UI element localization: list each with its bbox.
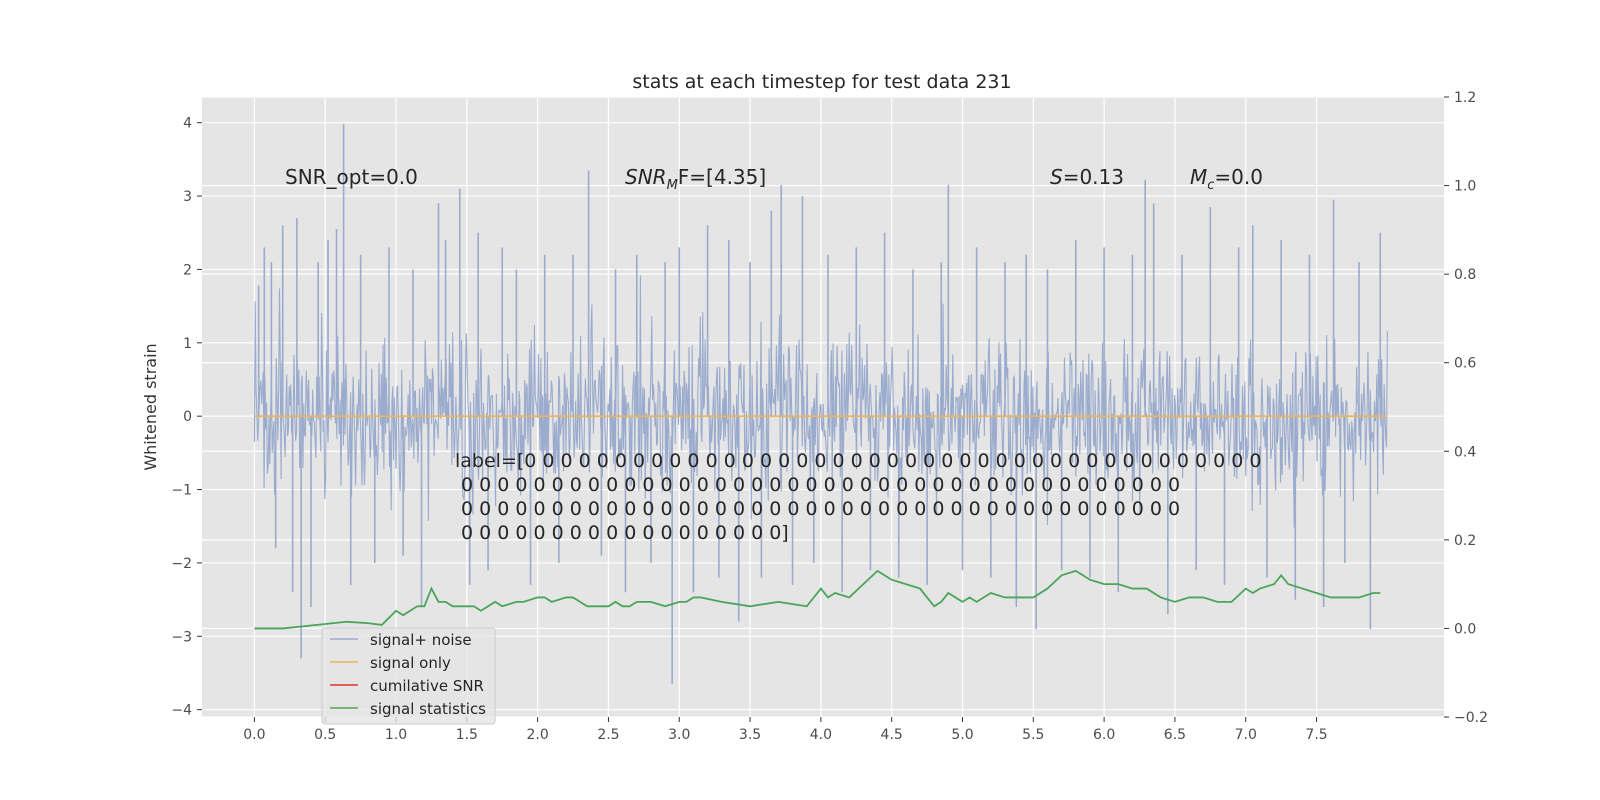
x-tick-label: 4.5 xyxy=(881,727,903,743)
annotation-mc-sub: c xyxy=(1207,178,1214,193)
series-signal-noise xyxy=(253,124,1388,684)
x-tick-label: 6.0 xyxy=(1093,727,1115,743)
y2-axis-ticks: 1.2 1.0 0.8 0.6 0.4 0.2 0.0 −0.2 xyxy=(1444,90,1488,726)
annotation-snr-opt: SNR_opt=0.0 xyxy=(285,165,418,189)
annotation-snr-mf-base: SNR xyxy=(625,165,667,189)
annotation-s-stat-rest: =0.13 xyxy=(1063,165,1124,189)
y-axis-label: Whitened strain xyxy=(141,343,160,470)
signal-statistics-line xyxy=(254,569,1381,630)
series-signal-statistics xyxy=(254,569,1381,630)
x-tick-label: 0.5 xyxy=(314,727,336,743)
annotation-s-stat: S=0.13 xyxy=(1050,165,1124,189)
x-axis-ticks: 0.0 0.5 1.0 1.5 2.0 2.5 3.0 3.5 4.0 4.5 5.0 5.5 6.0 6… xyxy=(243,717,1328,743)
x-tick-label: 5.0 xyxy=(951,727,973,743)
x-tick-label: 4.0 xyxy=(810,727,832,743)
label-line-1: label=[0 0 0 0 0 0 0 0 0 0 0 0 0 0 0 0 0… xyxy=(455,450,1262,472)
y-tick-label: 4 xyxy=(183,116,192,132)
y-axis-ticks: 4 3 2 1 0 −1 −2 −3 −4 xyxy=(171,116,202,719)
y2-tick-label: 1.0 xyxy=(1454,179,1476,195)
noise-trace xyxy=(253,275,1388,528)
x-tick-label: 5.5 xyxy=(1022,727,1044,743)
annotation-snr-mf-rest: F=[4.35] xyxy=(678,165,766,189)
y-tick-label: 2 xyxy=(183,262,192,278)
y2-tick-label: 1.2 xyxy=(1454,90,1476,106)
legend-label-signal-statistics: signal statistics xyxy=(370,700,486,718)
legend-label-signal-only: signal only xyxy=(370,654,451,672)
x-tick-label: 1.5 xyxy=(456,727,478,743)
annotation-snr-mf: SNRMF=[4.35] xyxy=(625,165,766,193)
legend-label-cumilative-snr: cumilative SNR xyxy=(370,677,484,695)
annotation-snr-mf-sub: M xyxy=(667,178,678,193)
y2-tick-label: 0.8 xyxy=(1454,267,1476,283)
legend: signal+ noise signal only cumilative SNR… xyxy=(321,627,496,725)
label-line-3: 0 0 0 0 0 0 0 0 0 0 0 0 0 0 0 0 0 0 0 0 … xyxy=(455,498,1180,520)
x-tick-label: 2.0 xyxy=(527,727,549,743)
y2-tick-label: 0.6 xyxy=(1454,356,1476,372)
x-tick-label: 7.5 xyxy=(1305,727,1327,743)
annotation-mc-rest: =0.0 xyxy=(1214,165,1263,189)
y2-tick-label: 0.2 xyxy=(1454,533,1476,549)
y-tick-label: −2 xyxy=(171,556,192,572)
x-tick-label: 3.5 xyxy=(739,727,761,743)
x-tick-label: 1.0 xyxy=(385,727,407,743)
annotation-mc-base: M xyxy=(1190,165,1207,189)
y-tick-label: 0 xyxy=(183,409,192,425)
legend-label-signal-noise: signal+ noise xyxy=(370,631,472,649)
x-tick-label: 7.0 xyxy=(1235,727,1257,743)
annotation-mc: Mc=0.0 xyxy=(1190,165,1263,193)
y2-tick-label: −0.2 xyxy=(1454,710,1488,726)
y2-tick-label: 0.4 xyxy=(1454,444,1476,460)
chart-title: stats at each timestep for test data 231 xyxy=(632,71,1011,93)
label-line-4: 0 0 0 0 0 0 0 0 0 0 0 0 0 0 0 0 0 0] xyxy=(455,522,789,544)
y-tick-label: 3 xyxy=(183,189,192,205)
x-tick-label: 2.5 xyxy=(597,727,619,743)
x-tick-label: 3.0 xyxy=(668,727,690,743)
y2-tick-label: 0.0 xyxy=(1454,621,1476,637)
y-tick-label: 1 xyxy=(183,336,192,352)
legend-box xyxy=(321,627,496,725)
annotation-s-stat-var: S xyxy=(1050,165,1063,189)
label-line-2: 0 0 0 0 0 0 0 0 0 0 0 0 0 0 0 0 0 0 0 0 … xyxy=(455,474,1180,496)
y-tick-label: −3 xyxy=(171,629,192,645)
x-tick-label: 6.5 xyxy=(1164,727,1186,743)
y-tick-label: −1 xyxy=(171,483,192,499)
y-tick-label: −4 xyxy=(171,703,192,719)
x-tick-label: 0.0 xyxy=(243,727,265,743)
annotation-label: label=[0 0 0 0 0 0 0 0 0 0 0 0 0 0 0 0 0… xyxy=(455,450,1262,544)
